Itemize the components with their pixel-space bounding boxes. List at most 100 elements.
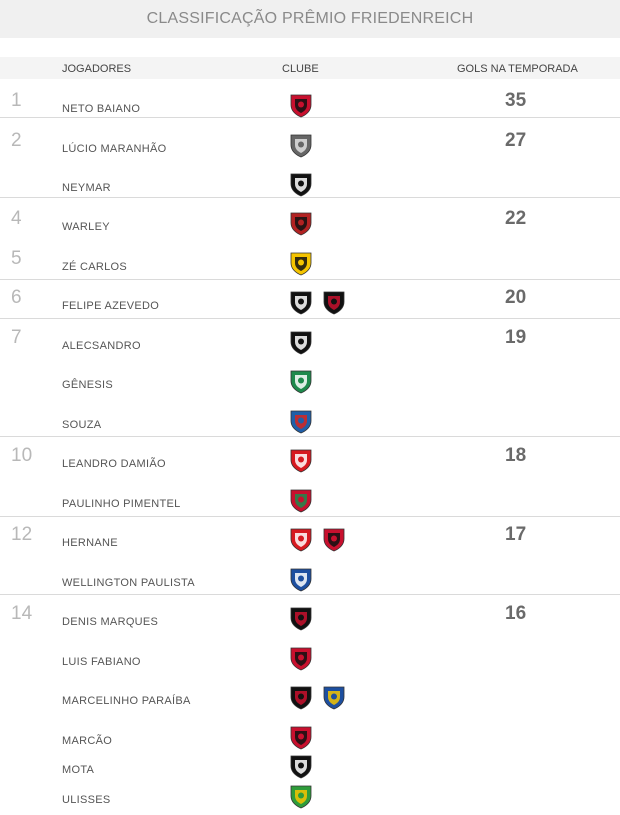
- table-row: LUIS FABIANO: [0, 647, 620, 676]
- player-name: MARCELINHO PARAÍBA: [62, 695, 191, 707]
- club-crests: [288, 753, 314, 779]
- goals-count: 27: [505, 130, 527, 151]
- bahia-crest-icon: [288, 408, 314, 434]
- player-name: HERNANE: [62, 537, 118, 549]
- row-separator: [0, 318, 620, 319]
- internacional-crest-icon: [288, 447, 314, 473]
- player-name: LEANDRO DAMIÃO: [62, 458, 166, 470]
- goals-count: 20: [505, 287, 527, 308]
- player-name: LÚCIO MARANHÃO: [62, 143, 167, 155]
- rank-number: 14: [11, 603, 33, 624]
- table-row: SOUZA: [0, 410, 620, 439]
- row-separator: [0, 279, 620, 280]
- club-crests: [288, 289, 347, 315]
- player-name: PAULINHO PIMENTEL: [62, 498, 181, 510]
- atletico-go-crest-icon: [288, 724, 314, 750]
- sao-caetano-crest-icon: [321, 684, 347, 710]
- rank-number: 5: [11, 248, 22, 269]
- sao-paulo-crest-icon: [288, 645, 314, 671]
- club-crests: [288, 368, 314, 394]
- guarani-crest-icon: [288, 368, 314, 394]
- column-header-goals: GOLS NA TEMPORADA: [457, 63, 578, 75]
- rank-number: 1: [11, 90, 22, 111]
- row-separator: [0, 516, 620, 517]
- player-name: DENIS MARQUES: [62, 616, 159, 628]
- table-row: PAULINHO PIMENTEL: [0, 489, 620, 518]
- table-row: 10 LEANDRO DAMIÃO 18: [0, 445, 620, 478]
- goals-count: 35: [505, 90, 527, 111]
- player-name: MOTA: [62, 764, 95, 776]
- player-name: GÊNESIS: [62, 379, 114, 391]
- club-crests: [288, 171, 314, 197]
- row-separator: [0, 197, 620, 198]
- club-crests: [288, 329, 314, 355]
- table-row: WELLINGTON PAULISTA: [0, 568, 620, 597]
- campinense-crest-icon: [288, 210, 314, 236]
- row-separator: [0, 117, 620, 118]
- sport-crest-icon: [321, 289, 347, 315]
- rank-number: 6: [11, 287, 22, 308]
- club-crests: [288, 566, 314, 592]
- club-crests: [288, 487, 314, 513]
- player-name: ZÉ CARLOS: [62, 261, 128, 273]
- vasco-crest-icon: [288, 329, 314, 355]
- club-crests: [288, 408, 314, 434]
- table-row: MARCELINHO PARAÍBA: [0, 686, 620, 715]
- america-rn-crest-icon: [288, 783, 314, 809]
- club-crests: [288, 92, 314, 118]
- table-row: 2 LÚCIO MARANHÃO 27: [0, 130, 620, 163]
- table-header: JOGADORES CLUBE GOLS NA TEMPORADA: [0, 57, 620, 79]
- table-row: GÊNESIS: [0, 370, 620, 399]
- botafogo-sp-crest-icon: [288, 132, 314, 158]
- club-crests: [288, 447, 314, 473]
- table-row: NEYMAR: [0, 173, 620, 202]
- table-row: 5 ZÉ CARLOS: [0, 248, 620, 281]
- column-header-club: CLUBE: [282, 63, 319, 75]
- club-crests: [288, 526, 347, 552]
- sport-crest-icon: [288, 684, 314, 710]
- title-bar: CLASSIFICAÇÃO PRÊMIO FRIEDENREICH: [0, 0, 620, 38]
- ceara-crest-icon: [288, 289, 314, 315]
- row-separator: [0, 436, 620, 437]
- table-row: ULISSES: [0, 785, 620, 814]
- club-crests: [288, 783, 314, 809]
- goals-count: 18: [505, 445, 527, 466]
- ceara-crest-icon: [288, 753, 314, 779]
- player-name: FELIPE AZEVEDO: [62, 300, 160, 312]
- player-name: ALECSANDRO: [62, 340, 141, 352]
- mogi-mirim-crest-icon: [288, 526, 314, 552]
- table-row: 12 HERNANE 17: [0, 524, 620, 557]
- table-row: 6 FELIPE AZEVEDO 20: [0, 287, 620, 320]
- goals-count: 19: [505, 327, 527, 348]
- table-row: MOTA: [0, 755, 620, 784]
- player-name: ULISSES: [62, 794, 111, 806]
- rank-number: 12: [11, 524, 33, 545]
- santa-cruz-crest-icon: [288, 605, 314, 631]
- flamengo-crest-icon: [321, 526, 347, 552]
- table-row: 7 ALECSANDRO 19: [0, 327, 620, 360]
- page-title: CLASSIFICAÇÃO PRÊMIO FRIEDENREICH: [146, 10, 474, 27]
- table-row: MARCÃO: [0, 726, 620, 755]
- table-row: 1 NETO BAIANO 35: [0, 90, 620, 123]
- club-crests: [288, 724, 314, 750]
- rank-number: 10: [11, 445, 33, 466]
- player-name: WARLEY: [62, 221, 110, 233]
- cruzeiro-crest-icon: [288, 566, 314, 592]
- vitoria-crest-icon: [288, 92, 314, 118]
- goals-count: 22: [505, 208, 527, 229]
- player-name: NETO BAIANO: [62, 103, 141, 115]
- player-name: NEYMAR: [62, 182, 111, 194]
- club-crests: [288, 132, 314, 158]
- column-header-player: JOGADORES: [62, 63, 132, 75]
- club-crests: [288, 605, 314, 631]
- criciuma-crest-icon: [288, 250, 314, 276]
- goals-count: 16: [505, 603, 527, 624]
- goals-count: 17: [505, 524, 527, 545]
- club-crests: [288, 210, 314, 236]
- rank-number: 4: [11, 208, 22, 229]
- club-crests: [288, 250, 314, 276]
- player-name: SOUZA: [62, 419, 102, 431]
- table-row: 14 DENIS MARQUES 16: [0, 603, 620, 636]
- rank-number: 2: [11, 130, 22, 151]
